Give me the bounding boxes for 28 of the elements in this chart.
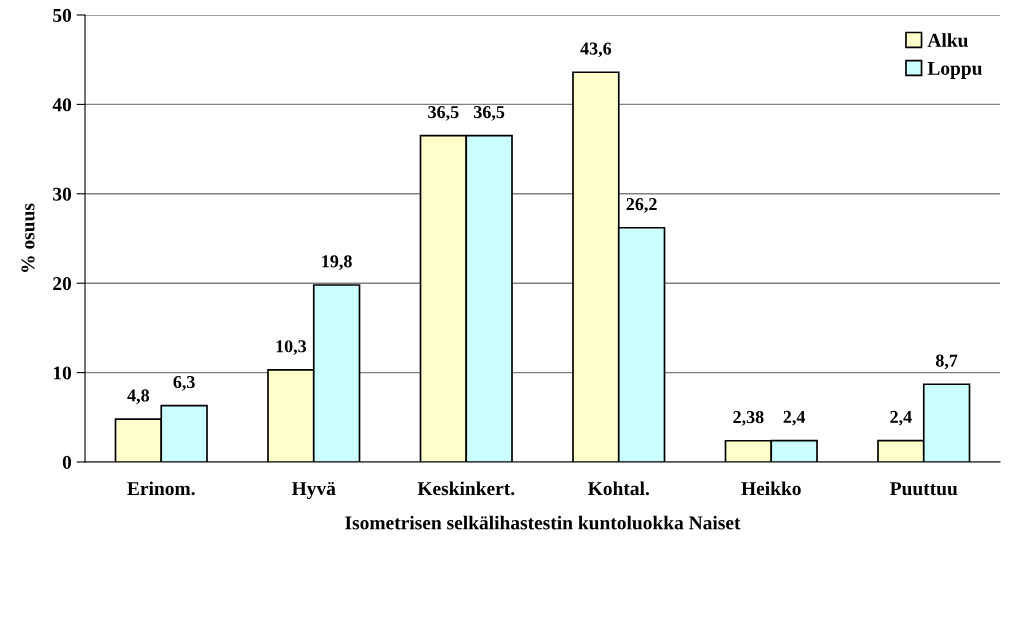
x-tick-label: Puuttuu [890,482,958,496]
data-label: 36,5 [474,106,505,121]
x-tick-label: Keskinkert. [417,481,515,496]
legend-label: Alku [927,33,968,47]
data-label: 2,38 [733,410,764,426]
data-label: 10,3 [276,340,307,355]
x-axis-title: Isometrisen selkälihastestin kuntoluokka Naiset [345,515,741,530]
data-label: 8,7 [935,354,958,370]
y-tick-label: 30 [53,187,72,201]
x-tick-label: Heikko [741,481,801,496]
data-label: 43,6 [580,42,612,58]
data-label: 4,8 [127,389,150,405]
x-tick-label: Hyvä [291,481,336,500]
data-label: 2,4 [783,410,806,426]
y-tick-label: 0 [62,455,72,469]
y-tick-label: 40 [52,98,72,112]
data-label: 6,3 [173,375,195,391]
data-label: 26,2 [626,198,657,213]
legend-label: Loppu [927,62,982,79]
y-tick-label: 20 [53,277,72,291]
data-label: 36,5 [428,106,459,121]
y-tick-label: 10 [53,366,72,380]
y-axis-title: % osuus [21,203,35,272]
x-tick-label: Kohtal. [588,481,649,496]
x-tick-label: Erinom. [127,481,195,496]
data-label: 2,4 [890,410,912,426]
y-tick-label: 50 [53,8,72,22]
data-label: 19,8 [322,255,352,271]
